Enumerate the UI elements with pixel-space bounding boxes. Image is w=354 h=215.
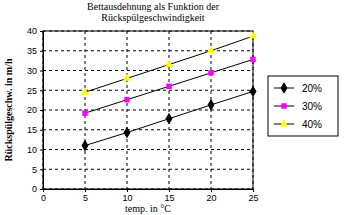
- y-grid-line: [43, 149, 253, 150]
- series-marker: [82, 110, 87, 115]
- legend-marker: [280, 119, 288, 126]
- series-marker: [250, 86, 256, 96]
- y-tick-label: 20: [27, 105, 37, 115]
- y-grid-line: [43, 70, 253, 71]
- x-axis: 0 5 10 15 20 25: [41, 189, 259, 203]
- x-tick: 5: [83, 189, 88, 203]
- series-marker: [250, 57, 255, 62]
- x-tick-label: 0: [41, 193, 46, 203]
- plot-frame: [43, 31, 253, 189]
- x-tick: 20: [206, 189, 216, 203]
- legend-label: 20%: [302, 83, 322, 94]
- y-grid-line: [43, 129, 253, 130]
- series-marker: [166, 84, 171, 89]
- series-marker: [166, 114, 172, 124]
- grid: [43, 31, 253, 189]
- series-line: [85, 91, 253, 145]
- x-tick: 10: [122, 189, 132, 203]
- y-tick: 10: [27, 145, 43, 155]
- legend-marker: [281, 103, 286, 108]
- x-tick: 15: [164, 189, 174, 203]
- legend: 20% 30% 40%: [268, 76, 338, 136]
- x-tick: 25: [248, 189, 258, 203]
- x-tick-label: 10: [122, 193, 132, 203]
- series-marker: [124, 127, 130, 137]
- markers: [81, 31, 257, 150]
- y-tick: 15: [27, 125, 43, 135]
- y-tick-label: 40: [27, 26, 37, 36]
- title: Bettausdehnung als Funktion derRückspülg…: [87, 1, 220, 23]
- y-tick: 40: [27, 26, 43, 36]
- y-tick-label: 25: [27, 86, 37, 96]
- y-tick-label: 30: [27, 66, 37, 76]
- y-tick: 30: [27, 66, 43, 76]
- series-marker: [249, 31, 257, 38]
- y-tick: 5: [32, 165, 43, 175]
- legend-marker: [281, 83, 287, 93]
- y-grid-line: [43, 90, 253, 91]
- x-tick-label: 25: [248, 193, 258, 203]
- y-grid-line: [43, 50, 253, 51]
- series-marker: [207, 46, 215, 53]
- x-axis-line: [44, 190, 254, 193]
- y-axis: 0 5 10 15 20 25 30 35 40: [27, 26, 44, 194]
- y-tick-label: 15: [27, 125, 37, 135]
- series-marker: [123, 74, 131, 81]
- x-axis-title: temp. in °C: [125, 203, 171, 214]
- title-line: Bettausdehnung als Funktion der: [87, 1, 220, 12]
- y-tick: 25: [27, 86, 43, 96]
- x-tick-label: 20: [206, 193, 216, 203]
- y-tick-label: 5: [32, 165, 37, 175]
- series-line: [85, 59, 253, 113]
- plot-background: [43, 31, 253, 189]
- y-axis-title: Rückspülgeschw. in m/h: [3, 58, 14, 162]
- series-marker: [208, 100, 214, 110]
- y-tick-label: 10: [27, 145, 37, 155]
- legend-box: [268, 76, 338, 136]
- title-line: Rückspülgeschwindigkeit: [101, 12, 205, 23]
- lines: [85, 36, 253, 145]
- series-marker: [124, 97, 129, 102]
- plot: 0 5 10 15 20 25 0 5 10 15 20 25 30 35 40: [27, 26, 259, 203]
- y-grid-line: [43, 110, 253, 111]
- y-tick: 35: [27, 46, 43, 56]
- series-marker: [165, 60, 173, 67]
- x-tick-label: 15: [164, 193, 174, 203]
- series-marker: [82, 140, 88, 150]
- chart: 0 5 10 15 20 25 0 5 10 15 20 25 30 35 40 Bettausdehnung…: [0, 0, 354, 215]
- legend-label: 40%: [302, 119, 322, 130]
- x-tick: 0: [41, 189, 46, 203]
- y-tick-label: 35: [27, 46, 37, 56]
- y-tick-label: 0: [32, 184, 37, 194]
- legend-label: 30%: [302, 101, 322, 112]
- series-marker: [208, 70, 213, 75]
- series-line: [85, 36, 253, 92]
- x-tick-label: 5: [83, 193, 88, 203]
- y-tick: 20: [27, 105, 43, 115]
- series-marker: [81, 87, 89, 94]
- y-grid-line: [43, 169, 253, 170]
- y-tick: 0: [32, 184, 43, 194]
